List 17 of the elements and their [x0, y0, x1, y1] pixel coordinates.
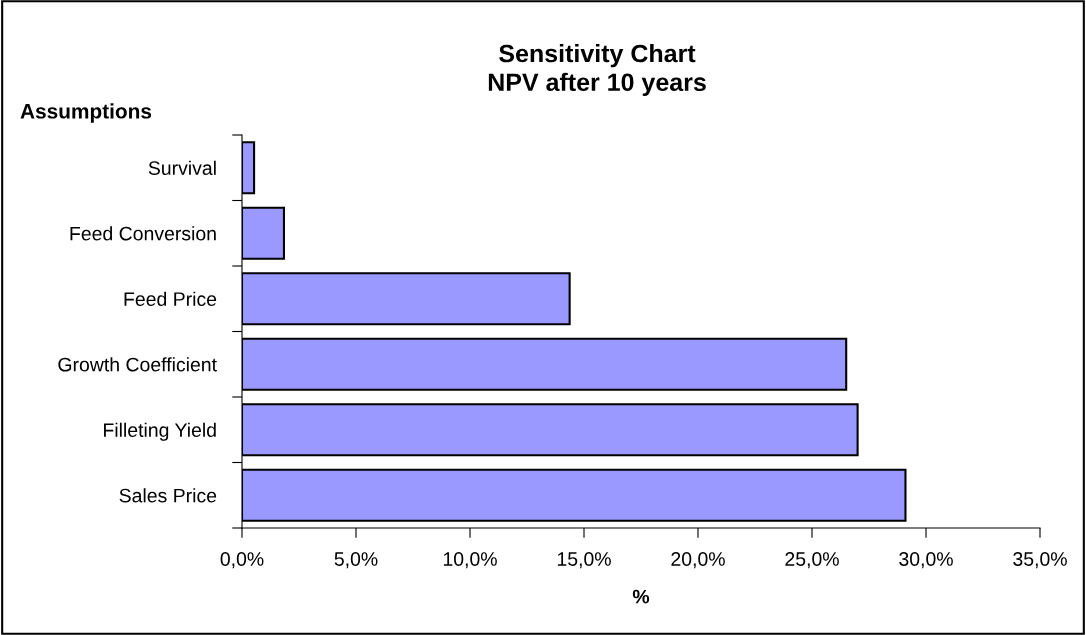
y-tick-label: Growth Coefficient — [58, 357, 217, 372]
x-tick-label: 30,0% — [899, 552, 953, 569]
y-tick-label: Survival — [148, 160, 216, 175]
x-tick-label: 10,0% — [443, 552, 497, 569]
x-tick-label: 25,0% — [785, 552, 839, 569]
x-tick-label: 0,0% — [220, 552, 264, 569]
x-tick-label: 20,0% — [671, 552, 725, 569]
chart-title: Sensitivity Chart NPV after 10 years — [488, 43, 706, 97]
y-tick-label: Feed Price — [124, 291, 217, 306]
y-tick-label: Feed Conversion — [70, 226, 216, 241]
x-tick-label: 15,0% — [557, 552, 611, 569]
y-axis-title: Assumptions — [20, 103, 152, 123]
x-tick-label: 5,0% — [334, 552, 378, 569]
x-tick-label: 35,0% — [1013, 552, 1067, 569]
y-tick-label: Filleting Yield — [104, 422, 216, 441]
y-tick-label: Sales Price — [119, 488, 217, 503]
x-axis-title: % — [632, 589, 650, 604]
